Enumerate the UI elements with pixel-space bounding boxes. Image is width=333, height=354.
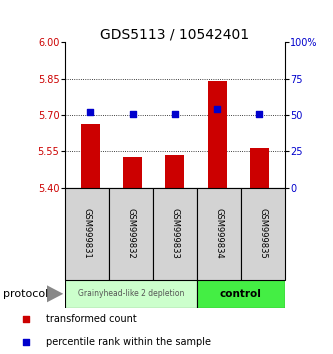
Point xyxy=(88,109,93,115)
Text: GSM999834: GSM999834 xyxy=(214,208,223,259)
Bar xyxy=(241,188,285,280)
Bar xyxy=(250,148,269,188)
Bar xyxy=(123,158,142,188)
Text: transformed count: transformed count xyxy=(46,314,137,325)
Point xyxy=(130,111,135,116)
Text: protocol: protocol xyxy=(3,289,49,299)
Point xyxy=(257,111,262,116)
Bar xyxy=(109,188,153,280)
Bar xyxy=(197,188,241,280)
Point xyxy=(172,111,177,116)
Point xyxy=(24,316,29,322)
Polygon shape xyxy=(47,285,63,302)
Bar xyxy=(165,155,184,188)
Text: Grainyhead-like 2 depletion: Grainyhead-like 2 depletion xyxy=(78,289,184,298)
Text: control: control xyxy=(220,289,262,299)
Point xyxy=(24,340,29,346)
Bar xyxy=(197,280,285,308)
Text: GSM999833: GSM999833 xyxy=(170,208,179,259)
Text: percentile rank within the sample: percentile rank within the sample xyxy=(46,337,211,348)
Bar xyxy=(65,188,109,280)
Point xyxy=(214,107,220,112)
Bar xyxy=(207,81,226,188)
Bar xyxy=(65,280,197,308)
Title: GDS5113 / 10542401: GDS5113 / 10542401 xyxy=(100,27,249,41)
Bar xyxy=(153,188,197,280)
Text: GSM999835: GSM999835 xyxy=(258,208,267,259)
Text: GSM999832: GSM999832 xyxy=(126,208,136,259)
Text: GSM999831: GSM999831 xyxy=(82,208,92,259)
Bar xyxy=(81,124,100,188)
